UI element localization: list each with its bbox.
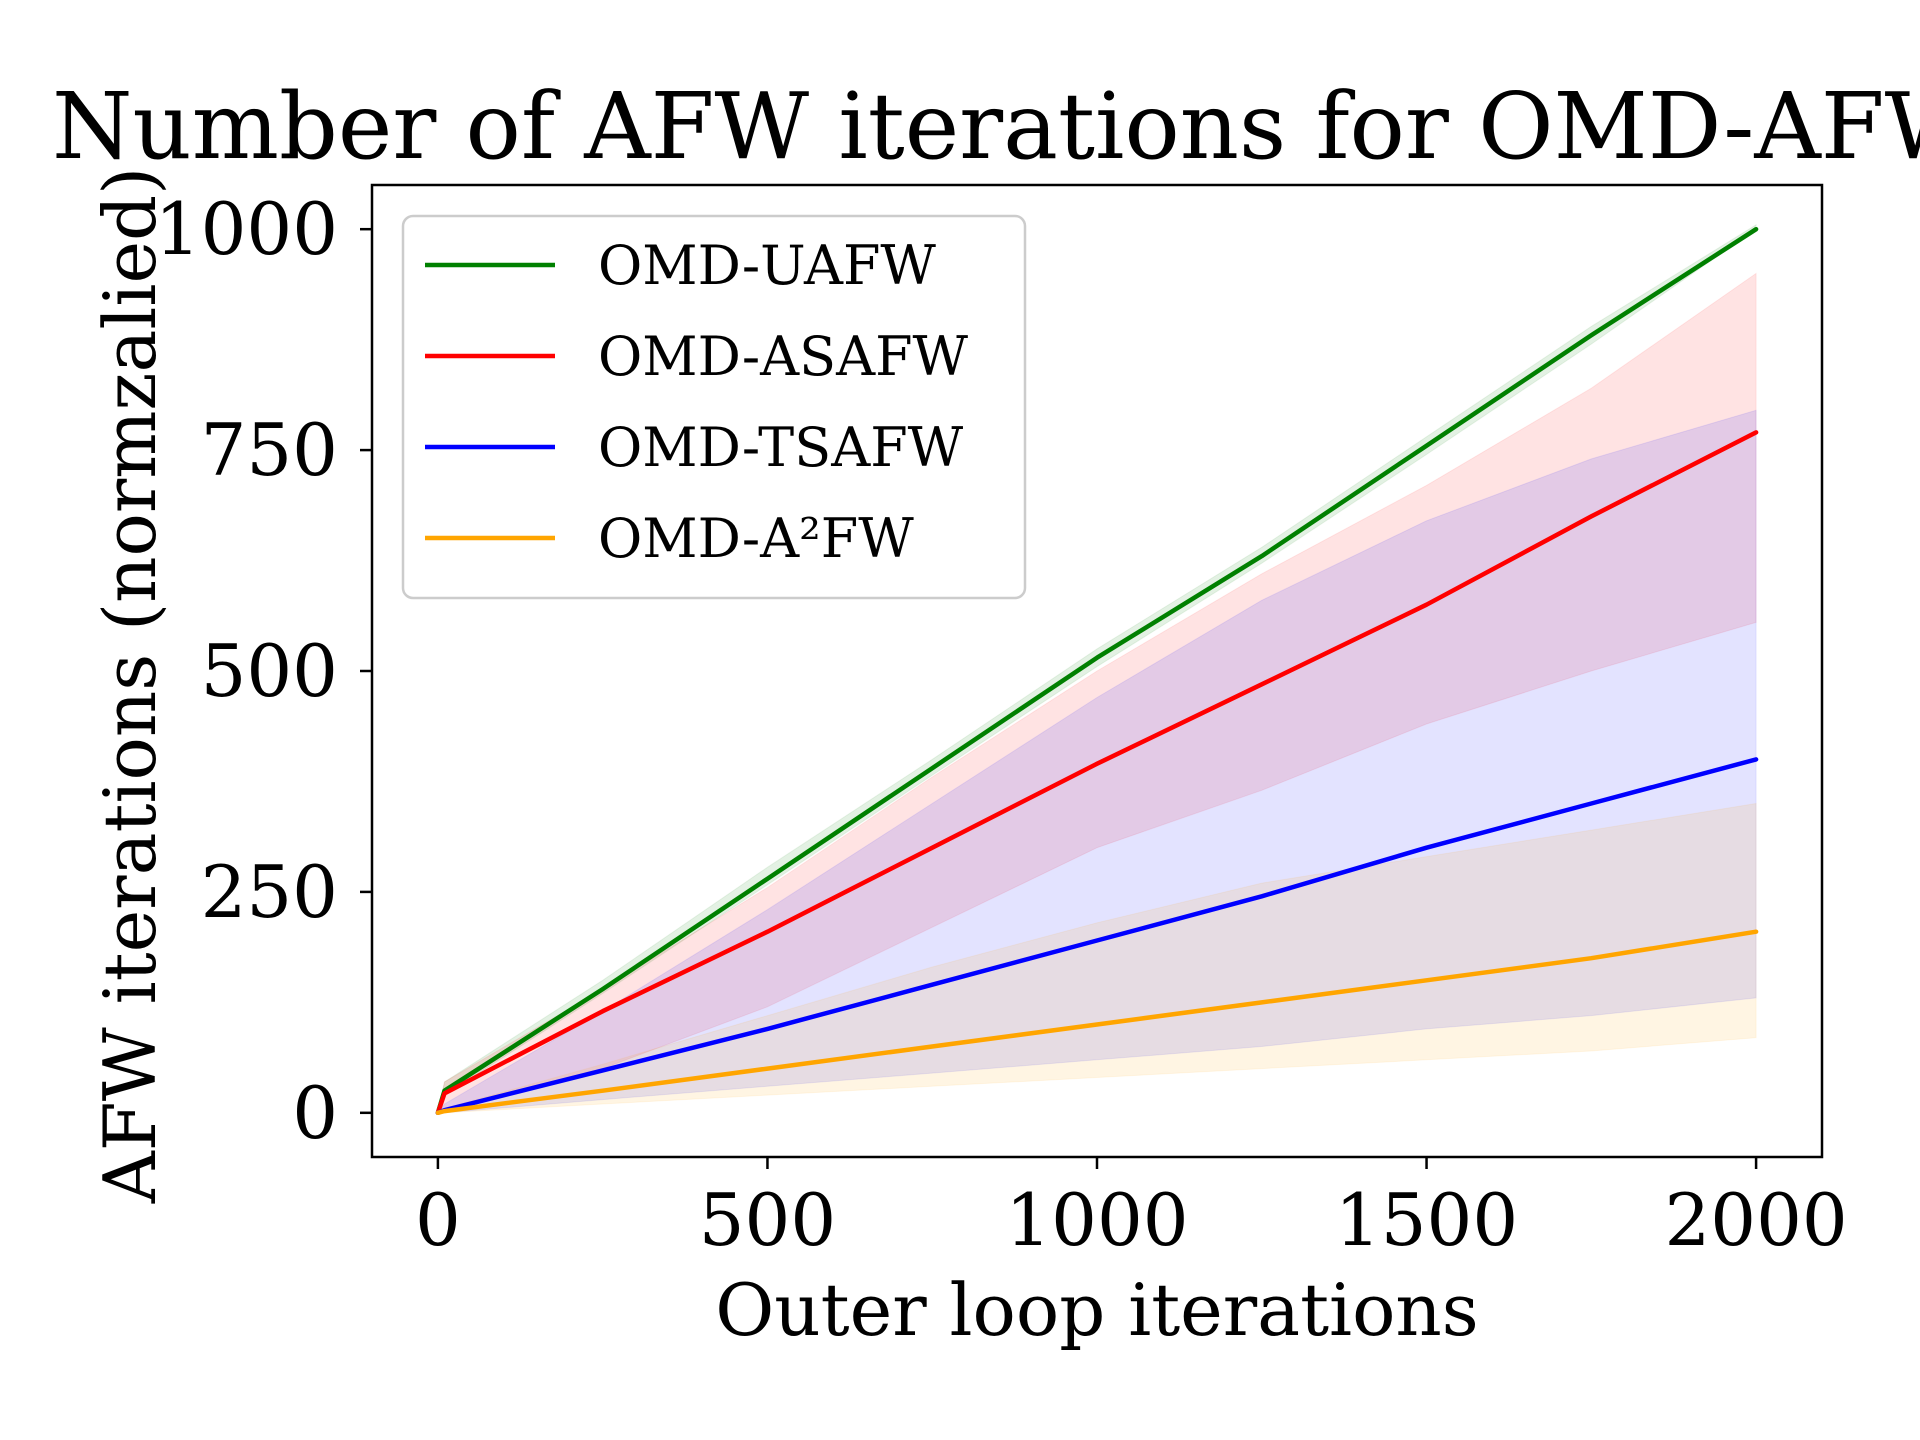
y-tick-label: 500 bbox=[201, 629, 338, 713]
x-tick-label: 1000 bbox=[1005, 1178, 1188, 1262]
x-axis-label: Outer loop iterations bbox=[715, 1268, 1479, 1352]
legend: OMD-UAFW OMD-ASAFW OMD-TSAFW OMD-A²FW bbox=[401, 214, 1027, 600]
chart-title: Number of AFW iterations for OMD-AFW var bbox=[52, 73, 1920, 180]
x-axis: 0 500 1000 1500 2000 bbox=[415, 1157, 1848, 1262]
y-tick-label: 1000 bbox=[155, 187, 338, 271]
series-band-4 bbox=[436, 802, 1757, 1114]
series-line-3 bbox=[435, 757, 1759, 1116]
x-tick-label: 1500 bbox=[1335, 1178, 1518, 1262]
series-line-4 bbox=[435, 929, 1759, 1116]
series-line-2 bbox=[435, 430, 1759, 1116]
legend-items: OMD-UAFW OMD-ASAFW OMD-TSAFW OMD-A²FW bbox=[425, 234, 969, 570]
series-lines bbox=[435, 226, 1759, 1116]
legend-label-2: OMD-ASAFW bbox=[598, 325, 969, 388]
y-axis: 0 250 500 750 1000 bbox=[155, 187, 372, 1155]
y-axis-label: AFW iterations (normzalied) bbox=[88, 167, 172, 1204]
legend-label-1: OMD-UAFW bbox=[598, 234, 936, 297]
legend-label-4: OMD-A²FW bbox=[598, 507, 914, 570]
series-line-1 bbox=[435, 226, 1759, 1116]
series-band-2 bbox=[437, 272, 1757, 1114]
x-tick-label: 0 bbox=[415, 1178, 461, 1262]
y-tick-label: 0 bbox=[292, 1071, 338, 1155]
x-tick-label: 500 bbox=[699, 1178, 836, 1262]
y-tick-label: 250 bbox=[201, 850, 338, 934]
x-tick-label: 2000 bbox=[1664, 1178, 1847, 1262]
legend-label-3: OMD-TSAFW bbox=[598, 416, 964, 479]
legend-box bbox=[401, 214, 1027, 600]
y-tick-label: 750 bbox=[201, 408, 338, 492]
